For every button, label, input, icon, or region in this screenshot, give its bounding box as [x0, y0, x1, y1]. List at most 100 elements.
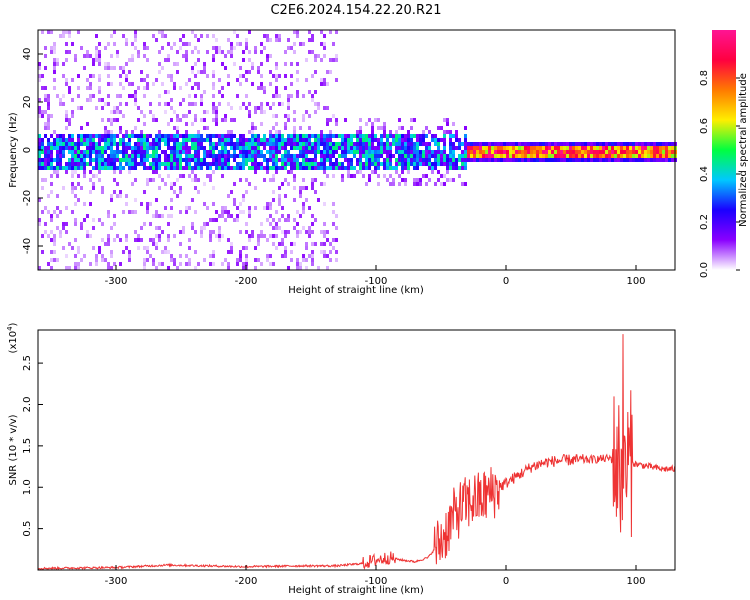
snr-frame — [37, 329, 676, 571]
heatmap-cell — [242, 74, 245, 78]
heatmap-cell — [98, 54, 101, 58]
heatmap-cell — [170, 46, 173, 50]
heatmap-cell — [257, 154, 260, 158]
heatmap-cell — [230, 154, 233, 158]
heatmap-cell — [137, 150, 140, 154]
heatmap-cell — [170, 146, 173, 150]
heatmap-cell — [188, 154, 191, 158]
heatmap-cell — [125, 42, 128, 46]
heatmap-cell — [263, 138, 266, 142]
heatmap-cell — [344, 142, 347, 146]
heatmap-cell — [314, 158, 317, 162]
heatmap-cell — [449, 134, 452, 138]
heatmap-cell — [239, 178, 242, 182]
heatmap-cell — [56, 62, 59, 66]
heatmap-cell — [614, 146, 617, 150]
heatmap-cell — [56, 214, 59, 218]
heatmap-cell — [320, 30, 323, 34]
heatmap-cell — [80, 258, 83, 262]
heatmap-cell — [533, 158, 536, 162]
heatmap-cell — [443, 142, 446, 146]
heatmap-cell — [191, 138, 194, 142]
heatmap-cell — [38, 158, 41, 162]
heatmap-cell — [68, 142, 71, 146]
heatmap-cell — [248, 158, 251, 162]
heatmap-cell — [527, 154, 530, 158]
heatmap-cell — [53, 142, 56, 146]
heatmap-cell — [257, 162, 260, 166]
heatmap-cell — [362, 174, 365, 178]
heatmap-cell — [167, 142, 170, 146]
heatmap-cell — [317, 54, 320, 58]
heatmap-cell — [149, 254, 152, 258]
heatmap-cell — [125, 62, 128, 66]
heatmap-cell — [71, 142, 74, 146]
heatmap-cell — [62, 246, 65, 250]
heatmap-cell — [224, 218, 227, 222]
heatmap-cell — [107, 142, 110, 146]
heatmap-cell — [248, 150, 251, 154]
heatmap-cell — [632, 150, 635, 154]
heatmap-cell — [86, 54, 89, 58]
heatmap-cell — [260, 102, 263, 106]
heatmap-cell — [365, 146, 368, 150]
heatmap-cell — [62, 74, 65, 78]
heatmap-cell — [497, 154, 500, 158]
heatmap-cell — [302, 150, 305, 154]
heatmap-cell — [629, 142, 632, 146]
heatmap-cell — [551, 146, 554, 150]
heatmap-cell — [140, 158, 143, 162]
heatmap-cell — [164, 90, 167, 94]
heatmap-cell — [122, 146, 125, 150]
heatmap-cell — [587, 150, 590, 154]
heatmap-cell — [143, 262, 146, 266]
heatmap-cell — [104, 66, 107, 70]
heatmap-cell — [578, 158, 581, 162]
heatmap-cell — [293, 166, 296, 170]
heatmap-cell — [167, 58, 170, 62]
heatmap-cell — [53, 146, 56, 150]
heatmap-cell — [101, 106, 104, 110]
heatmap-cell — [335, 122, 338, 126]
heatmap-cell — [278, 38, 281, 42]
heatmap-cell — [386, 158, 389, 162]
heatmap-cell — [200, 118, 203, 122]
heatmap-cell — [482, 142, 485, 146]
heatmap-cell — [146, 182, 149, 186]
heatmap-cell — [137, 106, 140, 110]
heatmap-cell — [182, 134, 185, 138]
heatmap-cell — [230, 46, 233, 50]
heatmap-cell — [83, 154, 86, 158]
heatmap-cell — [308, 142, 311, 146]
heatmap-cell — [545, 150, 548, 154]
heatmap-cell — [464, 166, 467, 170]
heatmap-cell — [113, 134, 116, 138]
heatmap-x-tick-label: -200 — [235, 276, 258, 287]
heatmap-cell — [380, 138, 383, 142]
heatmap-cell — [242, 262, 245, 266]
heatmap-cell — [146, 46, 149, 50]
snr-x-tick-label: 0 — [503, 576, 509, 587]
heatmap-cell — [236, 78, 239, 82]
heatmap-cell — [56, 226, 59, 230]
heatmap-cell — [161, 46, 164, 50]
heatmap-cell — [392, 154, 395, 158]
snr-x-tick-label: -200 — [235, 576, 258, 587]
heatmap-cell — [191, 154, 194, 158]
heatmap-cell — [167, 102, 170, 106]
heatmap-cell — [230, 166, 233, 170]
heatmap-cell — [179, 134, 182, 138]
heatmap-cell — [563, 154, 566, 158]
heatmap-cell — [656, 158, 659, 162]
heatmap-cell — [116, 142, 119, 146]
heatmap-cell — [377, 138, 380, 142]
heatmap-cell — [56, 194, 59, 198]
heatmap-cell — [533, 142, 536, 146]
heatmap-cell — [167, 250, 170, 254]
heatmap-cell — [278, 134, 281, 138]
heatmap-cell — [254, 50, 257, 54]
heatmap-cell — [131, 42, 134, 46]
heatmap-cell — [119, 110, 122, 114]
heatmap-cell — [128, 154, 131, 158]
heatmap-cell — [77, 154, 80, 158]
